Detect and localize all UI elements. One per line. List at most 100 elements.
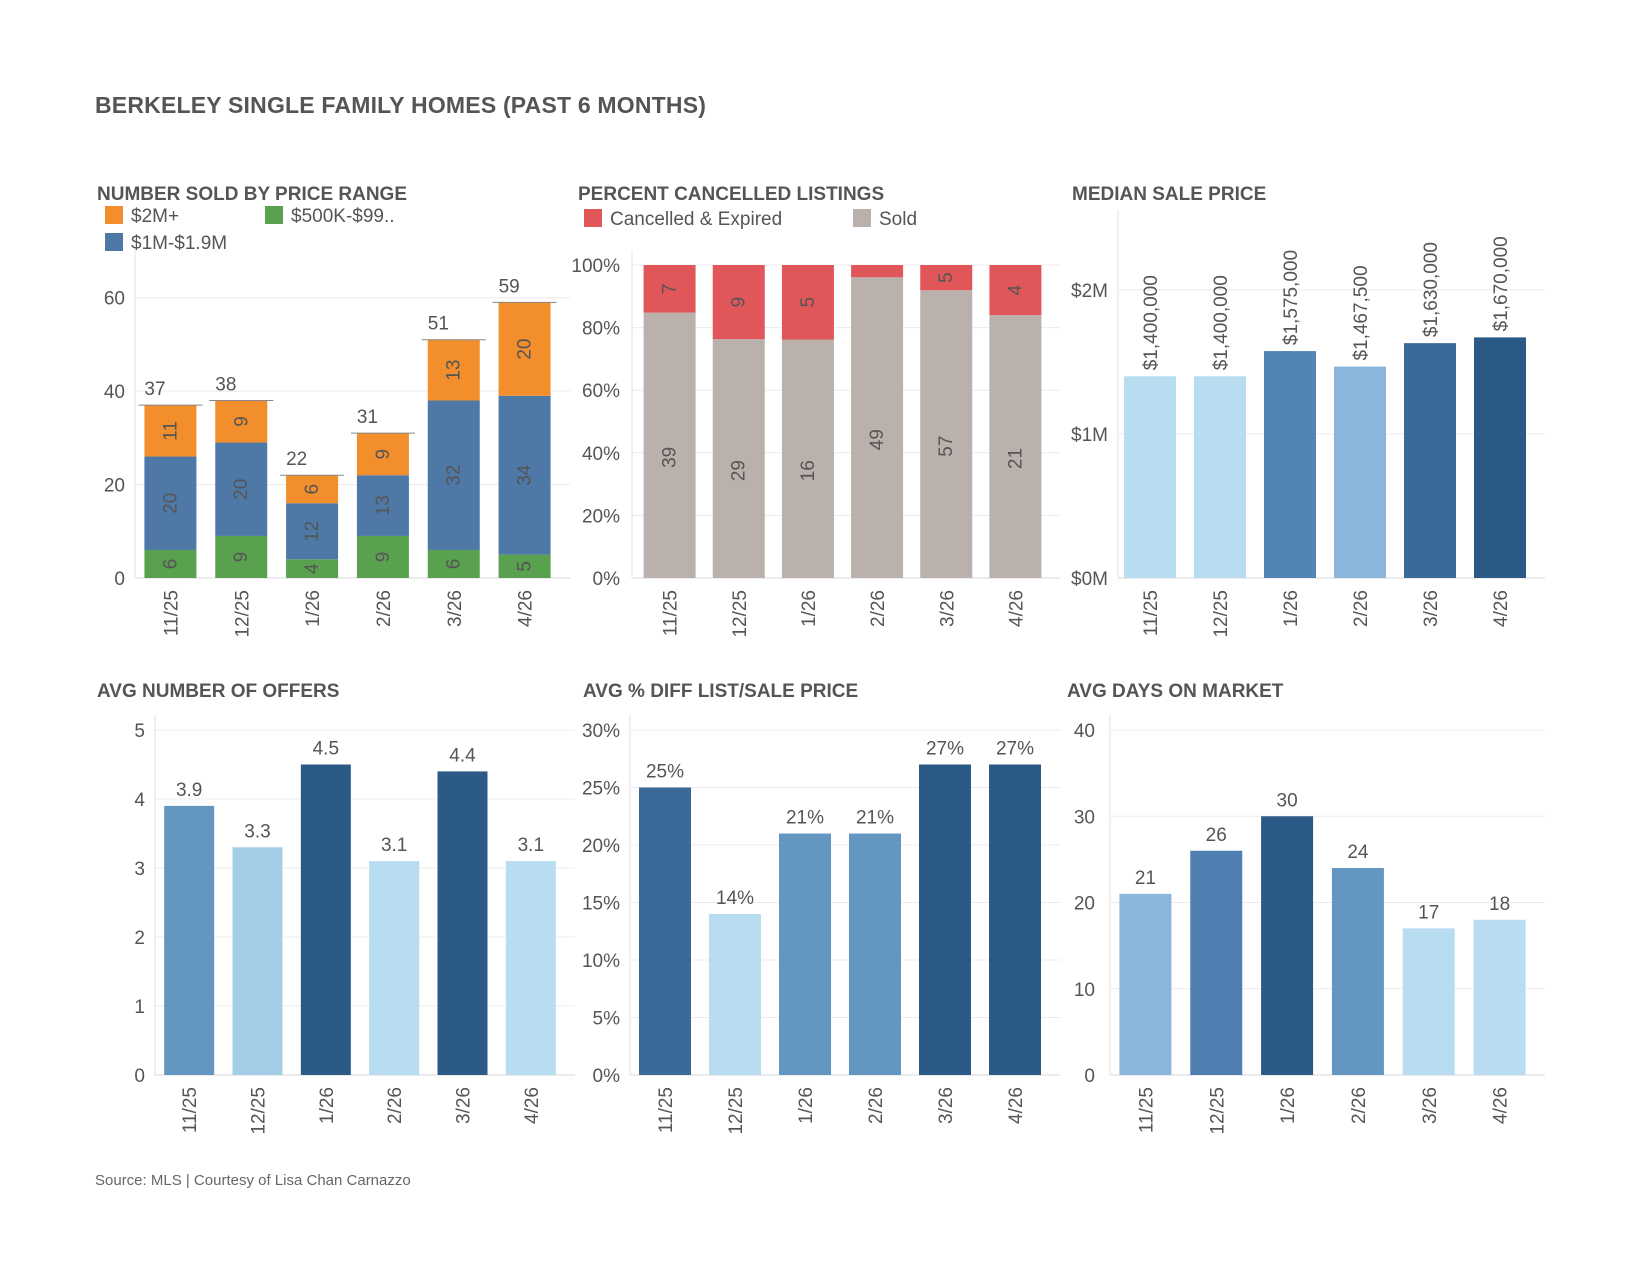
chart-avg-days-on-market: AVG DAYS ON MARKET 0 10 20 30 40 21 26 30 24 17 18 1… <box>1067 681 1545 1135</box>
x-tick-label: 4/26 <box>522 1087 543 1124</box>
bar <box>1474 337 1526 578</box>
y-tick-label: 0 <box>134 1066 145 1087</box>
bar-segment <box>498 554 551 578</box>
bar <box>1331 868 1384 1075</box>
bar-segment <box>989 315 1042 578</box>
total-label: 51 <box>428 314 449 335</box>
segment-label: 21 <box>1005 448 1026 469</box>
page-title: BERKELEY SINGLE FAMILY HOMES (PAST 6 MON… <box>95 92 707 118</box>
x-tick-label: 3/26 <box>445 590 466 627</box>
bar <box>1473 919 1526 1075</box>
segment-label: 11 <box>160 421 181 441</box>
bar <box>1124 376 1176 578</box>
bar-segment <box>643 265 696 313</box>
total-label: 31 <box>357 407 378 428</box>
data-label: $1,630,000 <box>1421 242 1442 337</box>
x-tick-label: 2/26 <box>385 1087 406 1124</box>
x-tick-label: 2/26 <box>374 590 395 627</box>
bar-segment <box>643 312 696 578</box>
y-tick-label: 0 <box>1084 1066 1095 1087</box>
x-tick-label: 1/26 <box>317 1087 338 1124</box>
bar <box>1261 816 1314 1075</box>
data-label: 4.5 <box>313 739 339 760</box>
y-tick-label: 3 <box>134 859 145 880</box>
data-label: $1,400,000 <box>1141 275 1162 370</box>
y-tick-label: 1 <box>134 997 145 1018</box>
bar-segment <box>356 475 409 536</box>
y-tick-label: 40 <box>104 382 125 403</box>
x-tick-label: 1/26 <box>303 590 324 627</box>
legend-swatch <box>105 233 123 251</box>
bar-segment <box>712 265 765 340</box>
x-tick-label: 12/25 <box>1207 1087 1228 1135</box>
x-tick-label: 3/26 <box>1420 1087 1441 1124</box>
bar <box>1402 928 1455 1075</box>
x-tick-label: 1/26 <box>796 1087 817 1124</box>
bar-segment <box>781 339 834 578</box>
total-label: 59 <box>499 276 520 297</box>
y-tick-label: 20 <box>1074 894 1095 915</box>
chart-title: MEDIAN SALE PRICE <box>1072 184 1266 205</box>
y-tick-label: $0M <box>1071 569 1108 590</box>
bar-segment <box>851 265 904 278</box>
x-tick-label: 11/25 <box>656 1087 677 1133</box>
segment-label: 6 <box>302 484 323 495</box>
data-label: 18 <box>1489 894 1510 915</box>
data-label: 21% <box>786 808 824 829</box>
x-tick-label: 4/26 <box>516 590 537 627</box>
y-tick-label: 10% <box>582 951 620 972</box>
bar-segment <box>427 400 480 550</box>
bar-segment <box>144 456 197 550</box>
legend-label: $1M-$1.9M <box>131 233 227 254</box>
data-label: $1,400,000 <box>1211 275 1232 370</box>
bar <box>1119 893 1172 1075</box>
x-tick-label: 3/26 <box>1421 590 1442 627</box>
bar-segment <box>215 442 268 536</box>
chart-title: NUMBER SOLD BY PRICE RANGE <box>97 184 407 205</box>
y-tick-label: 100% <box>571 256 620 277</box>
x-tick-label: 11/25 <box>1136 1087 1157 1133</box>
legend-label: $500K-$99.. <box>291 206 395 227</box>
x-tick-label: 12/25 <box>1211 590 1232 638</box>
data-label: 30 <box>1277 790 1298 811</box>
segment-label: 13 <box>373 495 394 516</box>
segment-label: 7 <box>660 284 681 295</box>
x-tick-label: 1/26 <box>1281 590 1302 627</box>
x-tick-label: 4/26 <box>1006 1087 1027 1124</box>
bar <box>919 764 971 1075</box>
segment-label: 6 <box>444 559 465 570</box>
segment-label: 13 <box>444 360 465 381</box>
y-tick-label: $2M <box>1071 281 1108 302</box>
segment-label: 12 <box>302 521 323 542</box>
bar <box>300 764 351 1075</box>
legend-label: Cancelled & Expired <box>610 209 782 230</box>
bar <box>779 833 831 1075</box>
y-tick-label: 5% <box>593 1009 621 1030</box>
y-tick-label: 20% <box>582 836 620 857</box>
bar-segment <box>498 395 551 555</box>
y-tick-label: 0 <box>114 569 125 590</box>
bar-segment <box>286 503 339 560</box>
bar-segment <box>498 302 551 396</box>
x-tick-label: 12/25 <box>730 590 751 638</box>
y-tick-label: 4 <box>134 790 145 811</box>
segment-label: 5 <box>515 561 536 572</box>
chart-avg-offers: AVG NUMBER OF OFFERS 0 1 2 3 4 5 3.9 3.3 4.5 3.1 4.… <box>97 681 575 1135</box>
segment-label: 9 <box>729 297 750 308</box>
segment-label: 9 <box>373 449 394 460</box>
y-tick-label: $1M <box>1071 425 1108 446</box>
y-tick-label: 25% <box>582 779 620 800</box>
bar-segment <box>781 265 834 340</box>
bar-segment <box>286 475 339 504</box>
legend-swatch <box>584 209 602 227</box>
chart-title: AVG DAYS ON MARKET <box>1067 681 1284 702</box>
y-tick-label: 60 <box>104 289 125 310</box>
data-label: 3.1 <box>518 835 544 856</box>
bar-segment <box>356 433 409 476</box>
legend-swatch <box>105 206 123 224</box>
y-tick-label: 40% <box>582 444 620 465</box>
segment-label: 32 <box>444 465 465 486</box>
y-tick-label: 2 <box>134 928 145 949</box>
x-tick-label: 12/25 <box>726 1087 747 1135</box>
x-tick-label: 11/25 <box>661 590 682 636</box>
